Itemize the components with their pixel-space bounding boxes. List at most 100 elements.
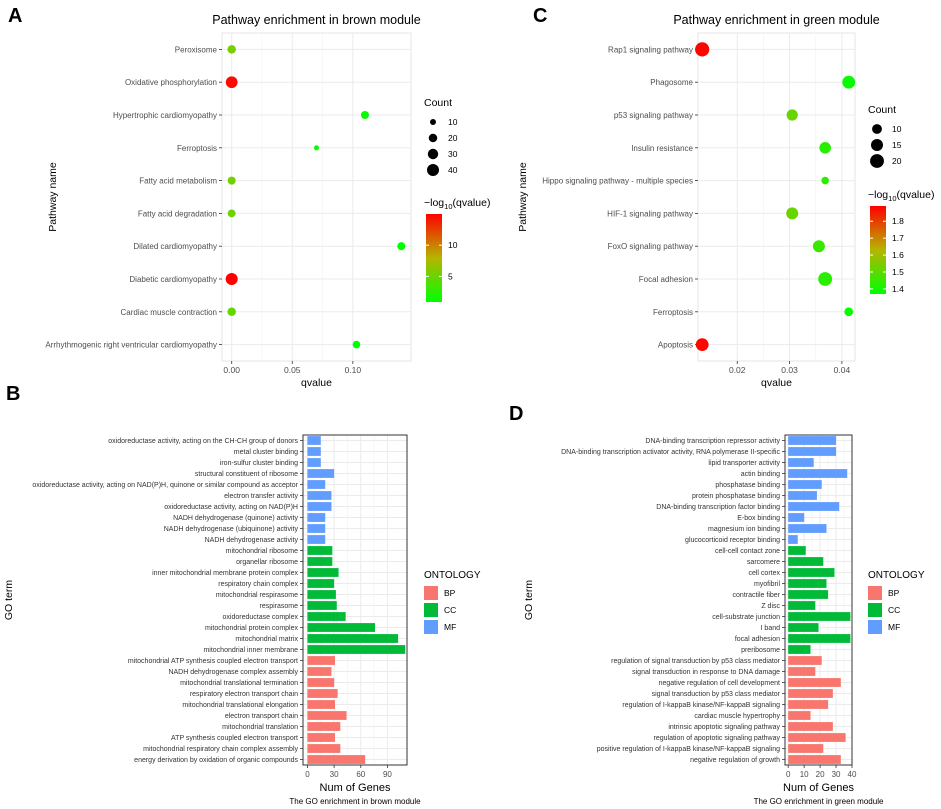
y-tick-label: ATP synthesis coupled electron transport (171, 735, 298, 742)
data-point (227, 45, 236, 54)
panel-border (784, 434, 853, 766)
color-legend-title-part: 10 (888, 194, 896, 203)
y-tick-label: mitochondrial translation (222, 724, 298, 731)
y-tick-label: NADH dehydrogenase (ubiquinone) activity (164, 526, 299, 533)
legend-label: BP (888, 588, 900, 598)
y-tick-label: focal adhesion (735, 636, 780, 643)
data-point (812, 240, 825, 253)
y-tick-label: mitochondrial respirasome (216, 592, 298, 599)
y-tick-label: mitochondrial translational elongation (182, 702, 298, 709)
data-point (695, 42, 710, 57)
y-tick-label: signal transduction in response to DNA d… (632, 669, 780, 676)
panel-letter: C (533, 5, 547, 27)
x-axis-label: Num of Genes (320, 782, 391, 794)
color-legend-title-part: 10 (444, 202, 452, 211)
data-point (695, 338, 709, 351)
chart-title: The GO enrichment in green module (754, 797, 884, 806)
legend-key (424, 586, 438, 600)
y-tick-label: protein phosphatase binding (692, 493, 780, 500)
y-tick-label: Ferroptosis (653, 308, 693, 317)
y-tick-label: Ferroptosis (177, 144, 217, 153)
bar (307, 722, 341, 731)
bar (307, 524, 326, 533)
color-legend-label: 1.4 (892, 284, 904, 294)
y-tick-label: Cardiac muscle contraction (121, 308, 217, 317)
bar (307, 568, 339, 577)
y-tick-label: p53 signaling pathway (614, 111, 693, 120)
x-axis-label: qvalue (761, 377, 792, 389)
size-legend-title: Count (424, 97, 452, 109)
x-tick-label: 90 (383, 770, 392, 779)
x-tick-label: 20 (816, 770, 825, 779)
bar (788, 458, 814, 467)
data-point (821, 176, 829, 185)
y-tick-label: NADH dehydrogenase complex assembly (168, 669, 298, 676)
y-tick-label: cell-substrate junction (712, 614, 780, 621)
x-tick-label: 30 (330, 770, 339, 779)
bar (307, 689, 338, 698)
x-axis-label: qvalue (301, 377, 332, 389)
bar (788, 491, 817, 500)
data-point (819, 142, 831, 154)
size-legend-key (428, 133, 438, 143)
y-tick-label: electron transport chain (225, 713, 298, 720)
data-point (313, 145, 320, 151)
legend-key (868, 603, 882, 617)
color-legend-bar (426, 214, 442, 302)
size-legend-label: 40 (448, 165, 458, 175)
bar (788, 557, 824, 566)
y-tick-label: Hippo signaling pathway - multiple speci… (542, 177, 693, 186)
y-tick-label: Z disc (761, 603, 780, 610)
color-legend-bar (870, 206, 886, 294)
size-legend-key (427, 148, 439, 160)
x-tick-label: 60 (356, 770, 365, 779)
size-legend-key (429, 118, 437, 126)
bar (788, 590, 829, 599)
legend-key (868, 620, 882, 634)
x-axis-label: Num of Genes (783, 782, 854, 794)
color-legend-label: 1.7 (892, 233, 904, 243)
y-tick-label: phosphatase binding (715, 482, 780, 489)
y-tick-label: Insulin resistance (631, 144, 693, 153)
y-tick-label: glucocorticoid receptor binding (685, 537, 780, 544)
y-axis-label: GO term (523, 580, 535, 621)
bar (788, 579, 827, 588)
y-tick-label: inner mitochondrial membrane protein com… (152, 570, 298, 577)
data-point (225, 272, 238, 286)
legend-key (424, 603, 438, 617)
y-tick-label: Fatty acid degradation (138, 209, 217, 218)
bar (307, 469, 335, 478)
data-point (360, 110, 369, 120)
y-tick-label: metal cluster binding (234, 449, 298, 456)
y-tick-label: electron transfer activity (224, 493, 298, 500)
y-axis-label: Pathway name (517, 162, 529, 232)
bar (307, 656, 335, 665)
bar (788, 711, 811, 720)
bar (788, 645, 811, 654)
y-tick-label: mitochondrial translational termination (180, 680, 298, 687)
y-tick-label: Hypertrophic cardiomyopathy (113, 111, 217, 120)
panel-letter: D (509, 403, 523, 425)
x-tick-label: 0.02 (729, 365, 746, 375)
y-tick-label: iron-sulfur cluster binding (220, 460, 298, 467)
x-tick-label: 0.03 (781, 365, 798, 375)
y-tick-label: structural constituent of ribosome (195, 471, 298, 478)
y-tick-label: Rap1 signaling pathway (608, 45, 693, 54)
bar (788, 546, 806, 555)
bar (307, 645, 406, 654)
y-tick-label: negative regulation of cell development (659, 680, 780, 687)
bar (307, 535, 326, 544)
x-tick-label: 40 (848, 770, 857, 779)
y-tick-label: negative regulation of growth (690, 757, 780, 764)
color-legend-label: 1.6 (892, 250, 904, 260)
y-axis-label: GO term (3, 580, 15, 621)
bar (788, 755, 841, 764)
legend-label: BP (444, 588, 456, 598)
bar (307, 447, 321, 456)
y-tick-label: lipid transporter activity (708, 460, 780, 467)
y-tick-label: FoxO signaling pathway (608, 242, 693, 251)
bar (307, 733, 335, 742)
x-tick-label: 0.04 (834, 365, 851, 375)
